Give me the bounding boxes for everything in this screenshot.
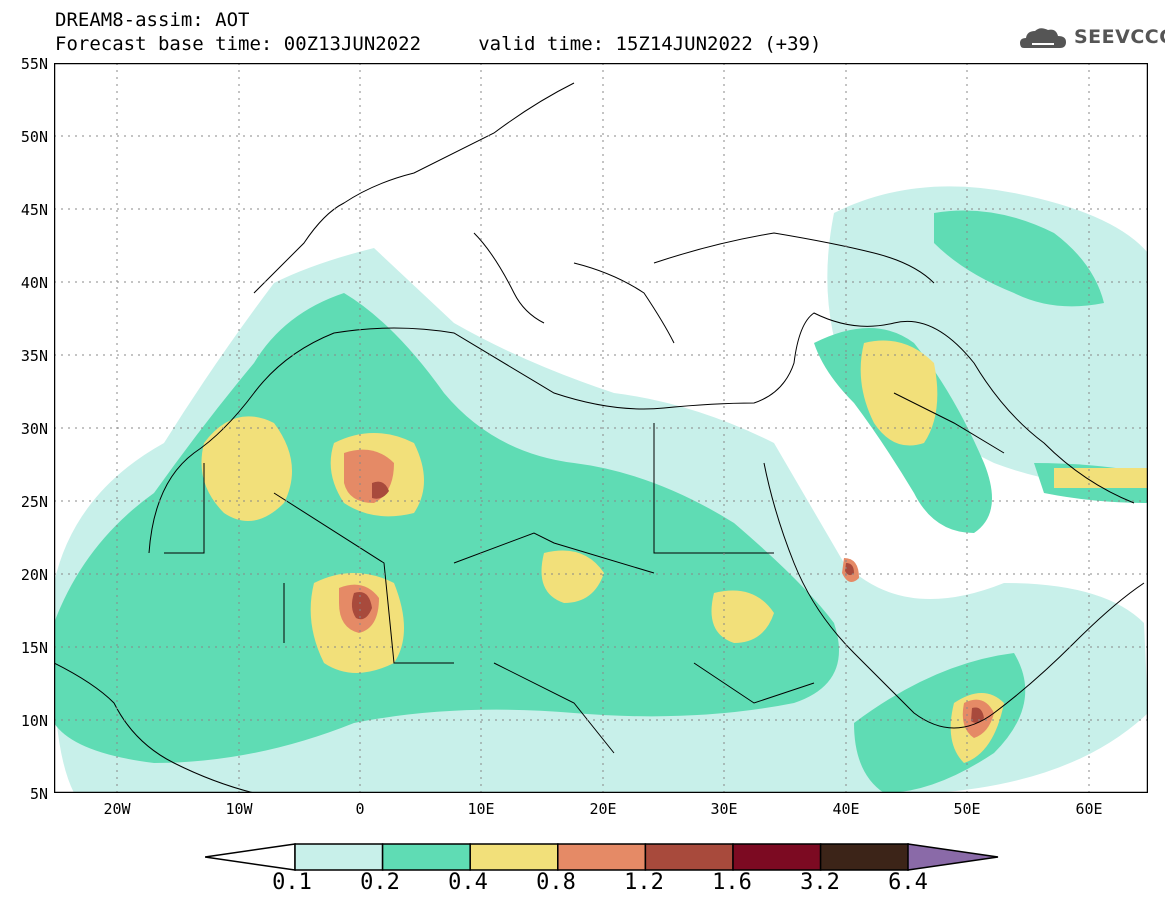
aot-map [54,63,1148,793]
aot-colorbar [205,843,999,871]
lon-label: 10W [225,800,253,818]
map-title: DREAM8-assim: AOT [55,9,250,31]
lat-label: 20N [20,566,48,584]
cloud-logo-icon [1020,28,1066,48]
aot-level-1.2-region [351,481,984,723]
lat-label: 45N [20,201,48,219]
country-borders [54,82,1145,793]
lat-label: 40N [20,274,48,292]
colorbar-label: 1.6 [712,870,752,895]
colorbar-segment [644,843,734,871]
colorbar-segment [732,843,822,871]
colorbar-label: 0.2 [360,870,400,895]
colorbar-label: 1.2 [624,870,664,895]
seevccc-logo-text: SEEVCCC [1074,26,1165,48]
colorbar-segment [469,843,559,871]
colorbar-label: 6.4 [888,870,928,895]
forecast-time-line: Forecast base time: 00Z13JUN2022 valid t… [55,33,822,55]
lon-label: 20E [589,800,617,818]
colorbar-low-arrow [205,843,296,871]
lon-label: 30E [710,800,738,818]
colorbar-label: 0.8 [536,870,576,895]
lat-label: 35N [20,347,48,365]
lat-label: 5N [29,785,48,803]
lon-label: 50E [953,800,981,818]
lat-label: 25N [20,493,48,511]
map-gridlines [54,63,1148,793]
colorbar-segment [819,843,909,871]
colorbar-segment [294,843,384,871]
lat-label: 50N [20,128,48,146]
lat-label: 10N [20,712,48,730]
lon-label: 20W [103,800,131,818]
colorbar-segment [381,843,471,871]
lon-label: 0 [355,800,365,818]
colorbar-label: 0.4 [448,870,488,895]
colorbar-segment [557,843,647,871]
colorbar-label: 3.2 [800,870,840,895]
lat-label: 15N [20,639,48,657]
lat-label: 55N [20,55,48,73]
lat-label: 30N [20,420,48,438]
lon-label: 60E [1075,800,1103,818]
lon-label: 40E [832,800,860,818]
colorbar-label: 0.1 [272,870,312,895]
map-border [54,63,1148,793]
lon-label: 10E [467,800,495,818]
aot-level-0.4-region [201,340,1148,763]
colorbar-high-arrow [907,843,999,871]
